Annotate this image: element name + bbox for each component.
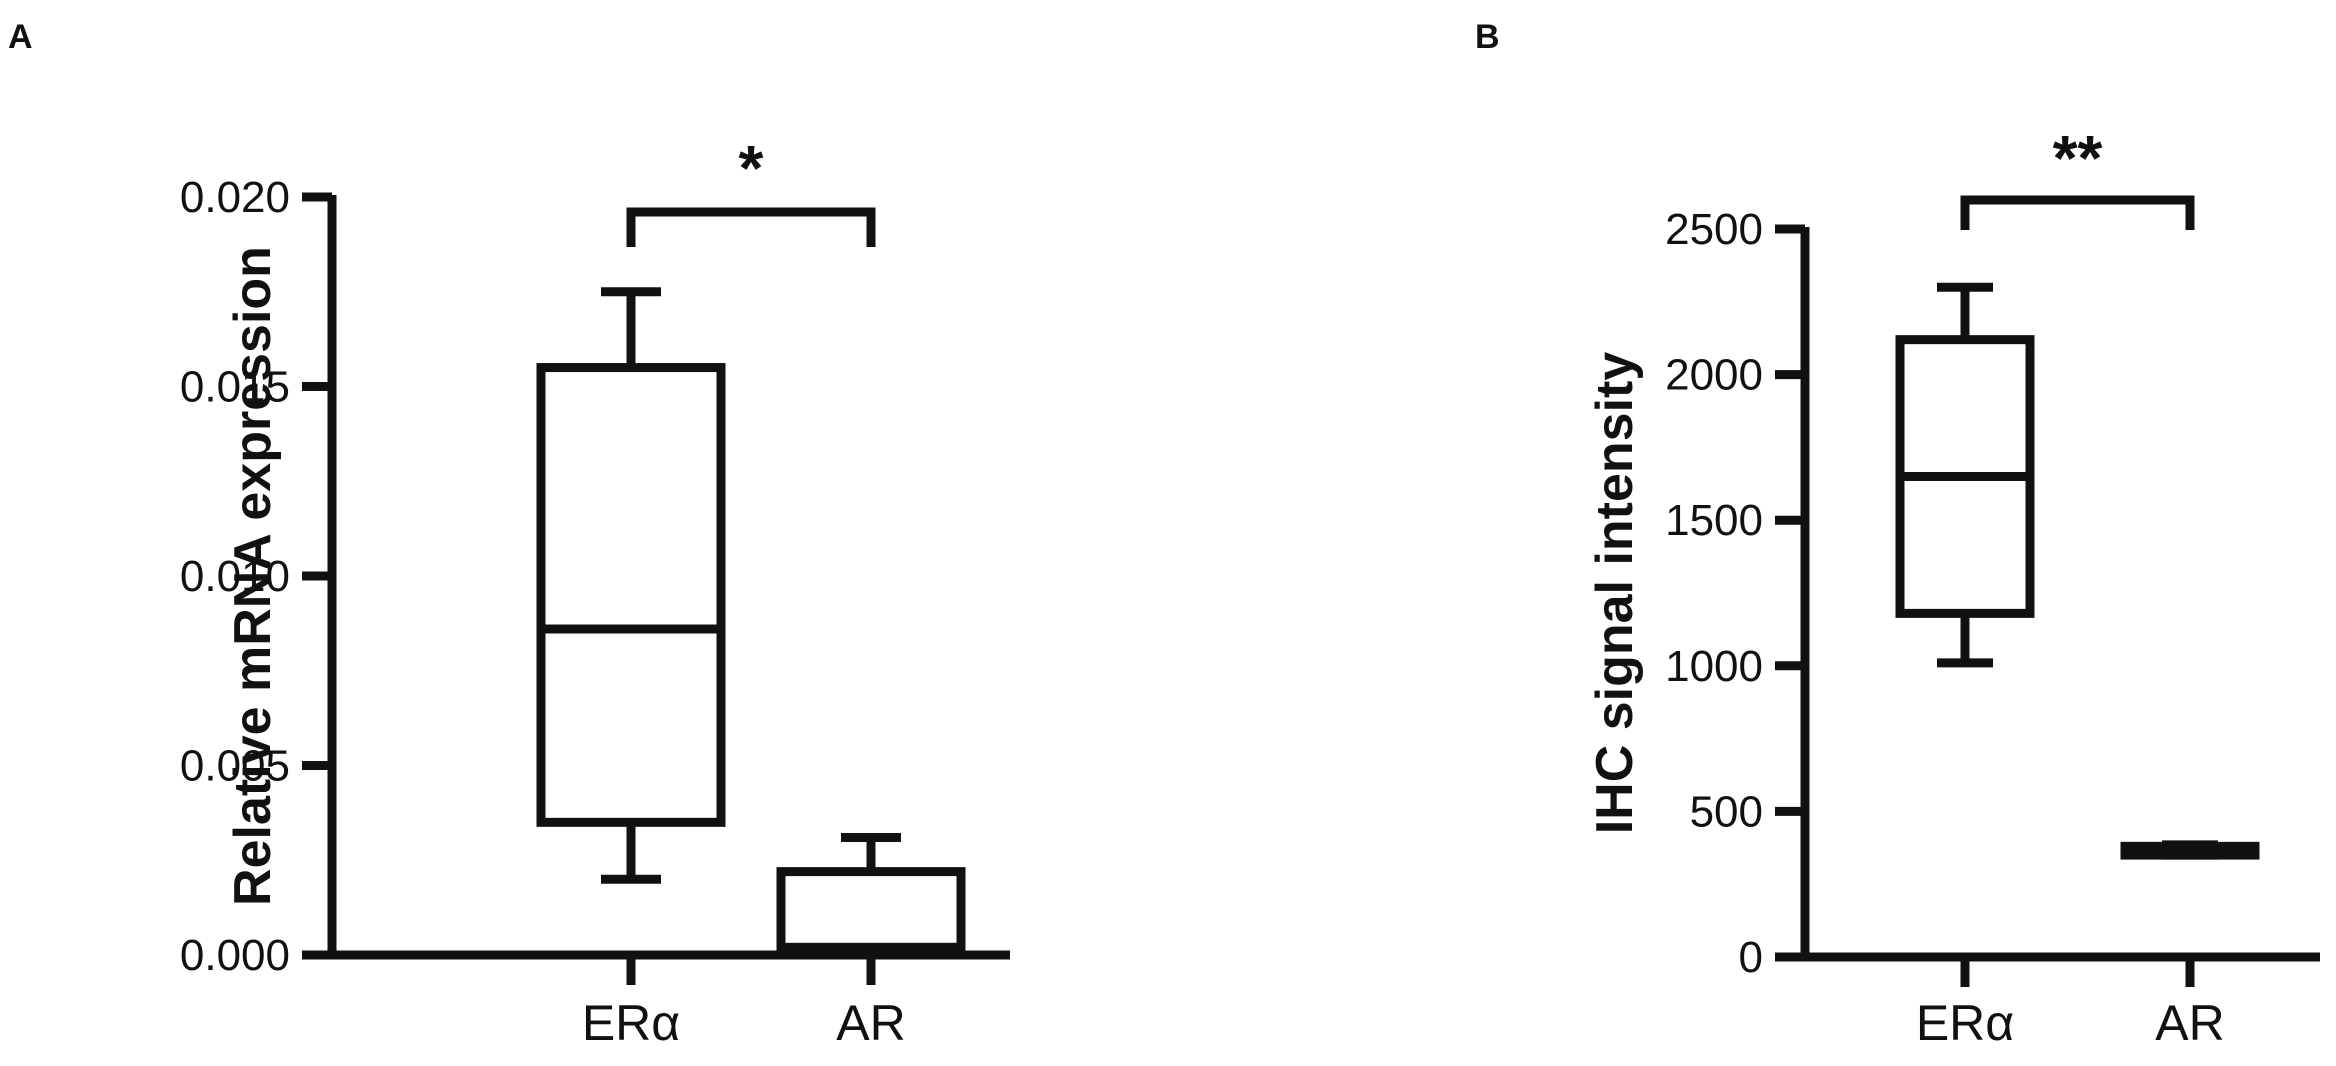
y-axis-title: Relative mRNA expression [224,246,282,906]
box-iqr [536,363,726,827]
y-tick-label: 0.000 [180,931,290,980]
y-axis-title: IHC signal intensity [1586,352,1644,835]
panel-b-chart: 0 500 1000 1500 2000 2500 IHC signal intensity… [1586,122,2320,1051]
panel-a-chart: 0.000 0.005 0.010 0.015 0.020 Relative mRNA e… [180,132,1010,1051]
panel-letter-a: A [8,18,33,56]
x-category-label: ERα [582,995,680,1051]
significance-bracket [1960,195,2195,230]
significance-marker: * [739,132,764,204]
y-tick-label: 1500 [1665,496,1763,545]
x-category-label: AR [836,995,905,1051]
y-tick-label: 2000 [1665,351,1763,400]
x-category-label: ERα [1916,995,2014,1051]
y-tick-label: 1000 [1665,642,1763,691]
y-tick-label: 500 [1690,787,1763,836]
box-iqr [776,867,966,952]
y-tick-label: 2500 [1665,205,1763,254]
y-tick-label: 0.015 [180,363,290,412]
y-tick-label: 0.010 [180,552,290,601]
panel-letter-b: B [1475,18,1500,56]
y-tick-label: 0.020 [180,173,290,222]
significance-marker: ** [2053,122,2103,194]
y-tick-label: 0.005 [180,742,290,791]
x-category-label: AR [2155,995,2224,1051]
y-tick-label: 0 [1739,933,1763,982]
significance-bracket [626,207,876,247]
